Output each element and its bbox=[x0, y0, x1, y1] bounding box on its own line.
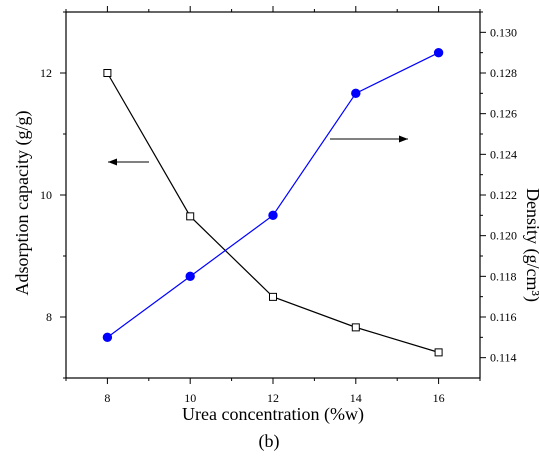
data-point-left bbox=[269, 292, 277, 301]
data-point-left bbox=[103, 69, 112, 77]
y-right-tick-label: 0.120 bbox=[490, 229, 517, 243]
data-point-right bbox=[433, 47, 444, 58]
data-point-right bbox=[185, 271, 195, 282]
y-right-tick-label: 0.114 bbox=[490, 351, 517, 365]
y-right-axis-title: Density (g/cm³) bbox=[522, 188, 539, 302]
data-point-right bbox=[268, 210, 278, 221]
y-right-tick-label: 0.130 bbox=[490, 25, 517, 39]
data-point-left bbox=[434, 348, 443, 357]
y-right-tick-label: 0.122 bbox=[490, 188, 517, 202]
y-left-tick-label: 8 bbox=[46, 310, 52, 324]
x-tick-label: 8 bbox=[104, 391, 110, 405]
x-tick-label: 10 bbox=[184, 391, 196, 405]
data-point-left bbox=[351, 323, 360, 332]
arrow-left-head bbox=[108, 158, 117, 166]
y-left-tick-label: 10 bbox=[40, 188, 52, 202]
plot-frame bbox=[65, 11, 481, 379]
data-point-left bbox=[186, 212, 195, 221]
y-left-tick-label: 12 bbox=[40, 66, 52, 80]
series-layer bbox=[102, 47, 444, 357]
annotations bbox=[108, 135, 408, 166]
x-tick-label: 16 bbox=[433, 391, 445, 405]
arrow-right-head bbox=[399, 135, 408, 143]
x-tick-label: 14 bbox=[350, 391, 362, 405]
data-point-right bbox=[102, 332, 113, 343]
x-axis-title: Urea concentration (%w) bbox=[182, 404, 364, 425]
y-right-tick-label: 0.128 bbox=[490, 66, 517, 80]
y-right-tick-label: 0.126 bbox=[490, 107, 517, 121]
figure-caption: (b) bbox=[259, 431, 280, 452]
y-right-tick-label: 0.124 bbox=[490, 147, 517, 161]
x-tick-label: 12 bbox=[267, 391, 279, 405]
axes: 8 10 12 14 16 8 10 12 0.114 0.116 0.118 0.120 0.122 0… bbox=[40, 6, 517, 405]
y-left-axis-title: Adsorption capacity (g/g) bbox=[12, 111, 33, 296]
y-right-tick-label: 0.118 bbox=[490, 269, 517, 283]
y-right-tick-label: 0.116 bbox=[490, 310, 517, 324]
data-point-right bbox=[351, 88, 361, 99]
